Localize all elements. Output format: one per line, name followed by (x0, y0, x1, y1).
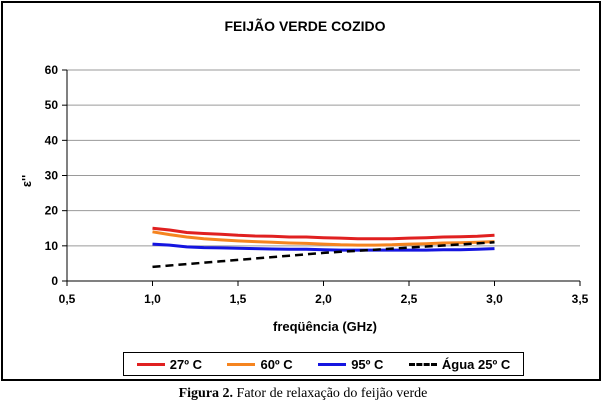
legend-item-2: 60º C (227, 356, 293, 372)
y-tick-label: 0 (51, 274, 58, 288)
x-tick-label: 2,0 (315, 292, 332, 306)
chart-frame: FEIJÃO VERDE COZIDO 0 10 20 30 40 50 60 0,5 1,0… (1, 1, 601, 381)
legend-label: Água 25º C (441, 356, 511, 372)
series-lines (152, 226, 495, 269)
y-tick-label: 60 (45, 63, 59, 77)
x-tick-label: 2,5 (401, 292, 418, 306)
legend-swatch (318, 362, 347, 366)
series-line-2 (152, 230, 495, 247)
caption-text: Fator de relaxação do feijão verde (233, 386, 428, 401)
y-tick-label: 40 (45, 133, 59, 147)
y-tick-label: 30 (45, 169, 59, 183)
caption-label: Figura 2. (178, 386, 234, 401)
legend-label: 95º C (351, 356, 384, 372)
legend-swatch (227, 362, 256, 366)
y-tick-label: 20 (45, 204, 59, 218)
legend-label: 27º C (169, 356, 202, 372)
y-tick-label: 50 (45, 98, 59, 112)
legend-swatch (408, 362, 437, 366)
legend-item-3: 95º C (318, 357, 383, 372)
series-line-3 (152, 242, 495, 252)
legend-label: 60º C (260, 356, 293, 372)
x-axis-title: freqüência (GHz) (273, 319, 377, 334)
series-line-1 (152, 226, 495, 241)
y-tick-labels: 0 10 20 30 40 50 60 (45, 63, 59, 288)
x-tick-label: 1,0 (144, 292, 161, 306)
y-axis-title: ε'' (19, 175, 34, 187)
chart-svg: FEIJÃO VERDE COZIDO 0 10 20 30 40 50 60 0,5 1,0… (19, 17, 589, 334)
legend-swatch (136, 362, 165, 366)
y-tick-label: 10 (45, 239, 59, 253)
x-tick-label: 0,5 (59, 292, 76, 306)
series-line-4 (152, 241, 495, 269)
x-tick-label: 3,0 (486, 292, 503, 306)
x-tick-labels: 0,5 1,0 1,5 2,0 2,5 3,0 3,5 (59, 292, 589, 306)
grid-lines (67, 69, 580, 247)
x-tick-label: 3,5 (572, 292, 589, 306)
chart-legend: 27º C 60º C 95º C Água 25º C (123, 352, 524, 376)
x-tick-label: 1,5 (230, 292, 247, 306)
axes (62, 69, 581, 286)
legend-item-4: Água 25º C (408, 356, 511, 372)
figure-caption: Figura 2. Fator de relaxação do feijão v… (0, 386, 606, 402)
legend-item-1: 27º C (136, 356, 202, 372)
chart-title: FEIJÃO VERDE COZIDO (224, 17, 385, 34)
